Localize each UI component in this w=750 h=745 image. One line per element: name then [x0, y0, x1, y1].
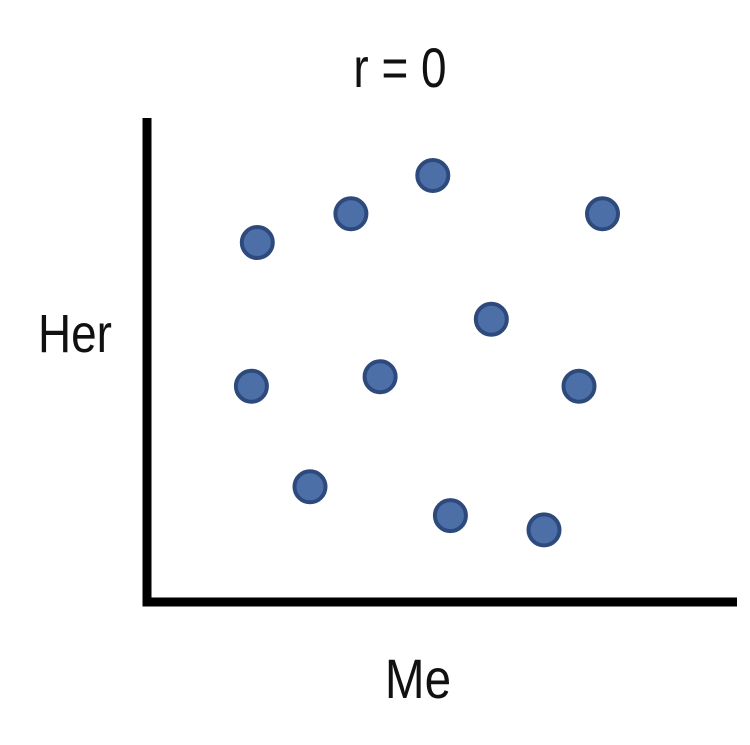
- data-point: [333, 196, 369, 232]
- data-point: [292, 469, 328, 505]
- data-point: [561, 368, 597, 404]
- data-point: [526, 512, 562, 548]
- data-point: [233, 368, 269, 404]
- y-axis-label: Her: [38, 304, 112, 364]
- data-point: [362, 359, 398, 395]
- x-axis-label: Me: [384, 647, 452, 710]
- data-point: [239, 225, 275, 260]
- data-points: [233, 158, 620, 548]
- data-point: [473, 301, 509, 337]
- data-point: [432, 498, 468, 534]
- chart-title: r = 0: [353, 36, 447, 99]
- data-point: [415, 158, 451, 193]
- data-point: [585, 196, 620, 232]
